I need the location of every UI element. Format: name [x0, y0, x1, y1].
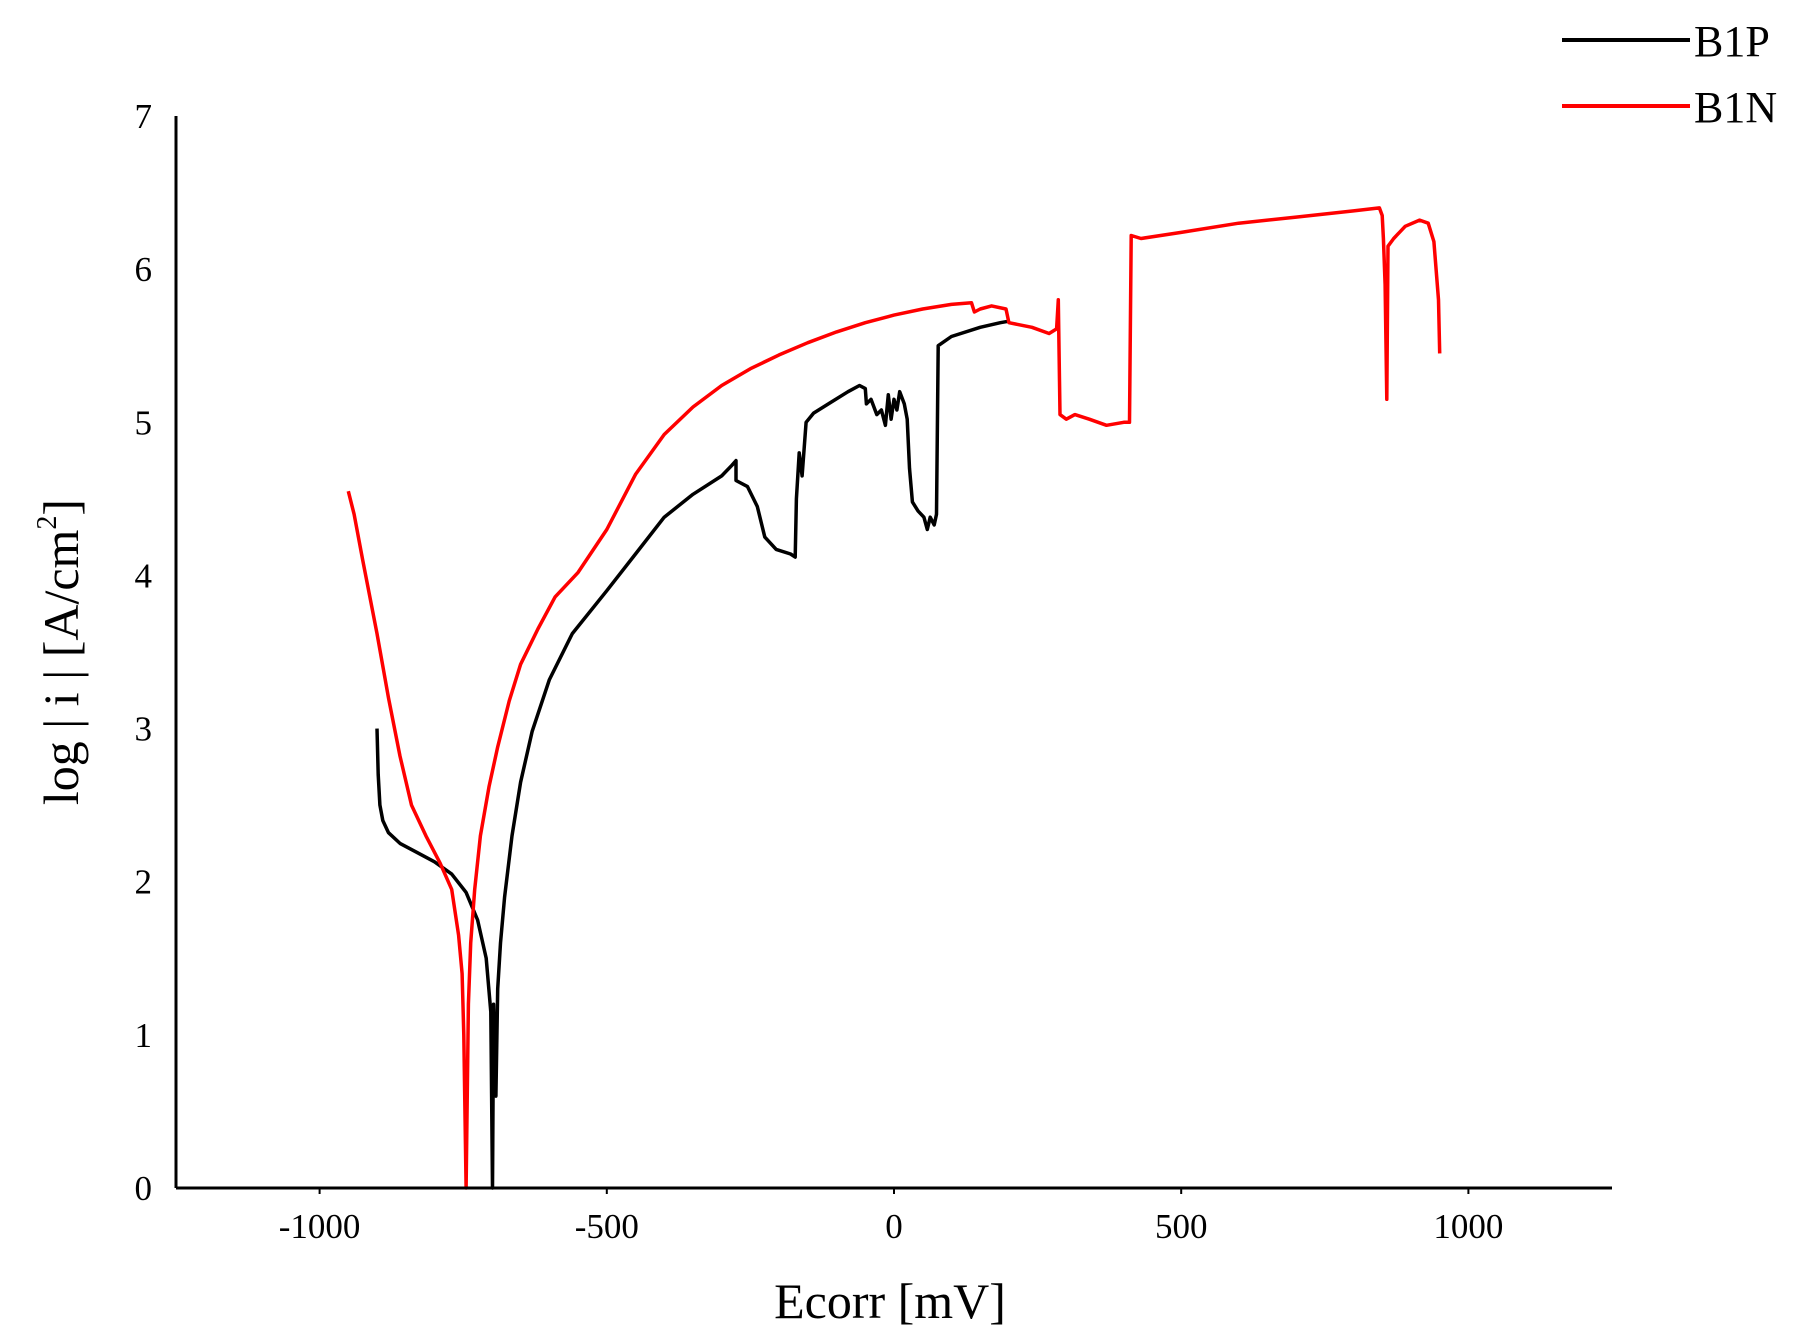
y-tick-label: 3 — [135, 710, 153, 749]
legend-label-b1n: B1N — [1694, 83, 1777, 132]
y-tick-label: 5 — [135, 403, 153, 442]
y-tick-label: 2 — [135, 863, 153, 902]
y-axis-title-main: log | i | [A/cm — [33, 529, 89, 805]
y-tick-label: 1 — [135, 1016, 153, 1055]
x-tick-label: 0 — [885, 1207, 903, 1246]
y-tick-label: 6 — [135, 250, 153, 289]
y-tick-label: 7 — [135, 97, 153, 136]
legend-label-b1p: B1P — [1694, 17, 1770, 66]
x-tick-label: -1000 — [279, 1207, 361, 1246]
legend: B1P B1N — [1562, 17, 1777, 132]
ticks-layer: -1000 -500 0 500 1000 0 1 2 3 4 5 6 7 — [135, 97, 1504, 1246]
y-axis-title-suffix: ] — [33, 499, 89, 516]
y-axis-title-superscript: 2 — [32, 516, 63, 530]
x-tick-label: 500 — [1155, 1207, 1208, 1246]
series-line-b1n — [346, 206, 1442, 1190]
x-axis-title: Ecorr [mV] — [774, 1273, 1006, 1329]
y-tick-label: 0 — [135, 1169, 153, 1208]
x-tick-label: 1000 — [1433, 1207, 1503, 1246]
y-tick-label: 4 — [135, 556, 153, 595]
axes-layer — [174, 116, 1612, 1190]
x-tick-label: -500 — [575, 1207, 639, 1246]
series-line-b1p — [375, 319, 1010, 1190]
y-axis-title: log | i | [A/cm2] — [32, 499, 89, 805]
series-layer — [346, 206, 1442, 1190]
